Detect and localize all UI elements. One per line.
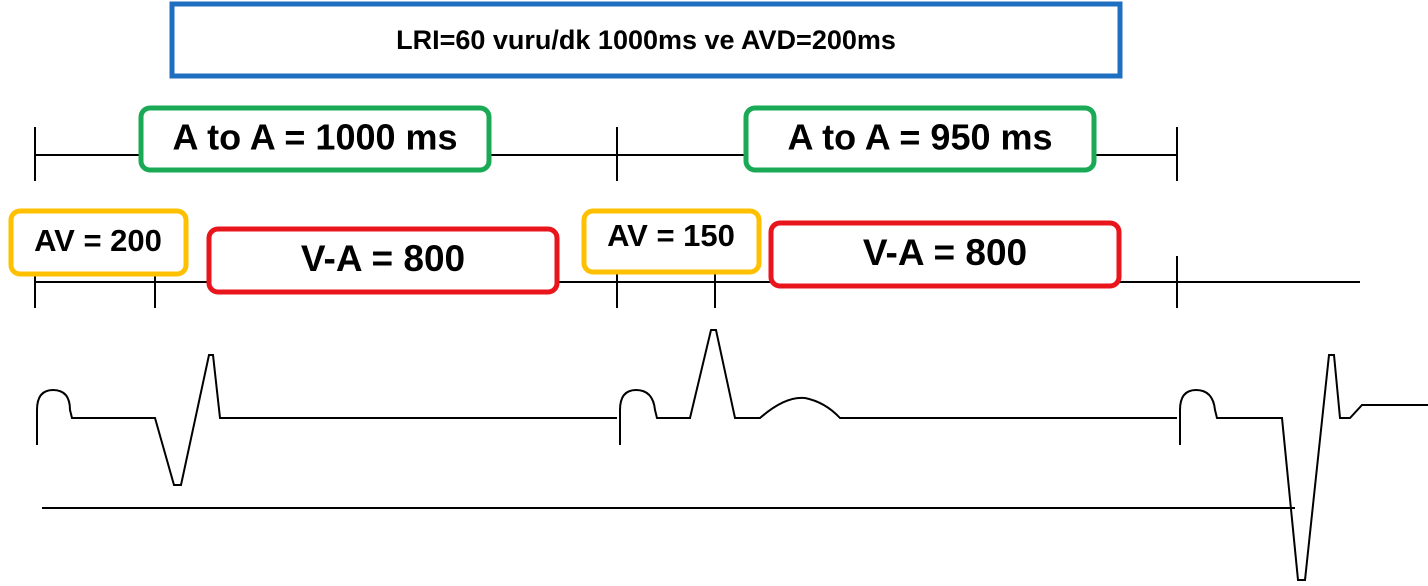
interval-box	[768, 220, 1122, 289]
interval-box	[581, 208, 762, 275]
interval-label: V-A = 800	[863, 232, 1027, 273]
interval-label: AV = 200	[34, 223, 162, 258]
interval-box	[8, 208, 189, 277]
interval-label: A to A = 1000 ms	[172, 117, 457, 158]
ecg-trace	[36, 329, 1428, 581]
interval-box	[743, 105, 1097, 173]
interval-label: AV = 150	[607, 218, 735, 253]
interval-label: A to A = 950 ms	[787, 117, 1052, 158]
title: LRI=60 vuru/dk 1000ms ve AVD=200ms	[396, 25, 896, 55]
interval-label: V-A = 800	[301, 238, 465, 279]
interval-box	[206, 226, 560, 295]
interval-box	[138, 105, 492, 173]
title-box	[169, 1, 1123, 79]
